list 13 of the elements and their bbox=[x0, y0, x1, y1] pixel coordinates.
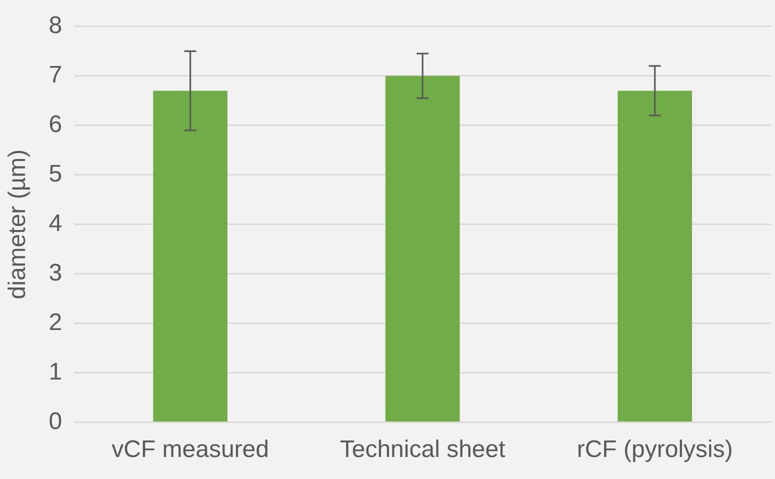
x-tick-label: Technical sheet bbox=[340, 436, 506, 464]
x-tick-label: rCF (pyrolysis) bbox=[576, 436, 733, 464]
y-tick-label: 4 bbox=[48, 210, 62, 237]
y-tick-label: 8 bbox=[48, 12, 62, 40]
y-tick-label: 6 bbox=[48, 110, 62, 138]
y-tick-label: 5 bbox=[48, 160, 62, 188]
x-tick-label: vCF measured bbox=[112, 436, 269, 464]
y-tick-label: 3 bbox=[48, 259, 62, 286]
y-tick-label: 2 bbox=[48, 308, 62, 336]
y-axis-title: diameter (µm) bbox=[4, 149, 32, 300]
y-tick-label: 7 bbox=[48, 62, 62, 88]
y-tick-label: 0 bbox=[48, 408, 62, 435]
y-tick-label: 1 bbox=[48, 358, 62, 386]
